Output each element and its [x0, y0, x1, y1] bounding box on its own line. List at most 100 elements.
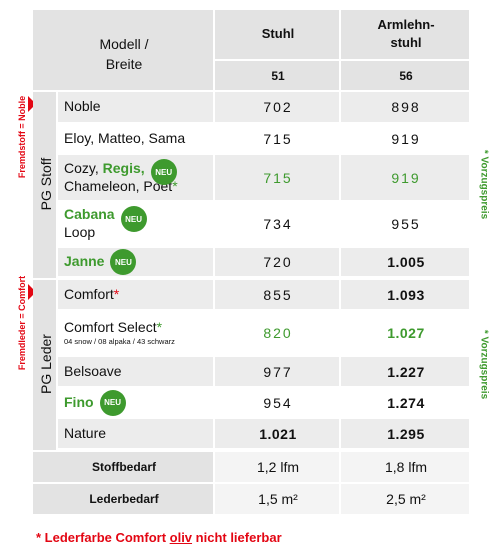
row-cell: [215, 202, 339, 246]
name-line: Belsoave: [64, 363, 122, 379]
row-cell: [341, 92, 469, 122]
new-badge: NEU: [150, 159, 177, 185]
group-label: PG Leder: [37, 334, 54, 394]
row-cell: [215, 155, 339, 200]
row-cell: [341, 248, 469, 276]
new-badge: NEU: [99, 389, 126, 416]
side-note: Fremdleder = Comfort: [17, 275, 27, 371]
column-width: 56: [399, 69, 413, 83]
price: 898: [391, 99, 421, 115]
name-text: Fino: [64, 393, 94, 410]
name-sub: 04 snow / 08 alpaka / 43 schwarz: [64, 336, 175, 346]
price: 855: [263, 286, 293, 303]
name-text: Noble: [64, 98, 101, 114]
row-cell: [215, 92, 339, 122]
row-cell: [341, 202, 469, 246]
price: 919: [391, 130, 421, 147]
row-cell: [341, 124, 469, 153]
name-line: Loop: [64, 224, 95, 240]
footer-cell: [341, 484, 469, 514]
footer-value: 1,5 m²: [258, 491, 298, 507]
column-name: Stuhl: [261, 26, 295, 41]
new-badge: NEU: [120, 206, 147, 232]
price: 955: [391, 216, 421, 232]
footnote-text: * Lederfarbe Comfort: [36, 530, 170, 545]
name-line: Comfort Select*: [64, 319, 162, 335]
row-cell: [341, 419, 469, 448]
name-text: Nature: [64, 424, 107, 441]
name-text: Belsoave: [64, 362, 122, 379]
price: 977: [263, 363, 293, 380]
footer-cell: [215, 452, 339, 482]
header-model: Modell /: [99, 36, 149, 52]
column-name: stuhl: [390, 35, 422, 50]
name-text: *: [172, 177, 178, 194]
header-cell: [341, 10, 469, 59]
price: 919: [391, 169, 421, 186]
column-name: Armlehn-: [377, 17, 435, 32]
red-marker: [28, 284, 36, 300]
price: 1.027: [387, 325, 425, 341]
header-cell: [215, 10, 339, 59]
price: 954: [263, 394, 293, 411]
price: 1.021: [259, 425, 297, 442]
footnote: * Lederfarbe Comfort oliv nicht lieferba…: [36, 530, 282, 545]
footer-cell: [33, 484, 213, 514]
price: 1.093: [387, 286, 425, 303]
name-line: Nature: [64, 425, 106, 441]
name-line: Eloy, Matteo, Sama: [64, 130, 185, 146]
red-marker: [28, 96, 36, 112]
footer-cell: [341, 452, 469, 482]
header-cell: [33, 10, 213, 90]
price: 702: [263, 99, 293, 115]
header-cell: [341, 61, 469, 90]
price: 1.227: [387, 363, 425, 380]
row-cell: [58, 357, 213, 386]
price: 720: [263, 254, 293, 270]
new-badge: NEU: [110, 249, 137, 275]
footer-value: 1,2 lfm: [256, 459, 299, 475]
row-cell: [58, 280, 213, 309]
footer-value: 2,5 m²: [386, 491, 426, 507]
footer-label: Lederbedarf: [89, 492, 159, 506]
row-cell: [58, 92, 213, 122]
row-cell: [215, 311, 339, 355]
column-width: 51: [271, 69, 285, 83]
name-text: Janne: [64, 253, 105, 269]
footer-cell: [215, 484, 339, 514]
group-label: PG Stoff: [37, 157, 54, 211]
name-line: Comfort*: [64, 286, 119, 302]
name-text: Cozy,: [64, 159, 103, 176]
name-text: *: [156, 318, 163, 335]
row-cell: [341, 280, 469, 309]
group-cell: [33, 280, 56, 450]
price: 1.005: [387, 254, 425, 270]
price: 820: [263, 325, 293, 341]
row-cell: [215, 419, 339, 448]
row-cell: [341, 388, 469, 417]
name-line: Janne: [64, 253, 104, 269]
name-text: *: [113, 285, 120, 302]
row-cell: [58, 388, 213, 417]
price: 1.274: [387, 394, 425, 411]
name-line: Cozy, Regis,: [64, 160, 145, 176]
name-text: Regis,: [102, 159, 145, 176]
footer-label: Stoffbedarf: [92, 460, 156, 474]
price: 734: [263, 216, 293, 232]
side-note: Fremdstoff = Noble: [17, 95, 27, 179]
row-cell: [58, 124, 213, 153]
footnote-text: oliv: [169, 530, 193, 545]
price: 715: [263, 169, 293, 186]
header-model: Breite: [105, 56, 143, 72]
price-note: * Vorzugspreis: [478, 329, 490, 400]
name-text: Cabana: [64, 206, 115, 222]
row-cell: [215, 357, 339, 386]
name-line: Cabana: [64, 206, 115, 222]
price: 715: [263, 130, 293, 147]
header-cell: [215, 61, 339, 90]
row-cell: [58, 311, 213, 355]
name-line: Fino: [64, 394, 94, 410]
name-line: Noble: [64, 98, 101, 114]
row-cell: [215, 124, 339, 153]
